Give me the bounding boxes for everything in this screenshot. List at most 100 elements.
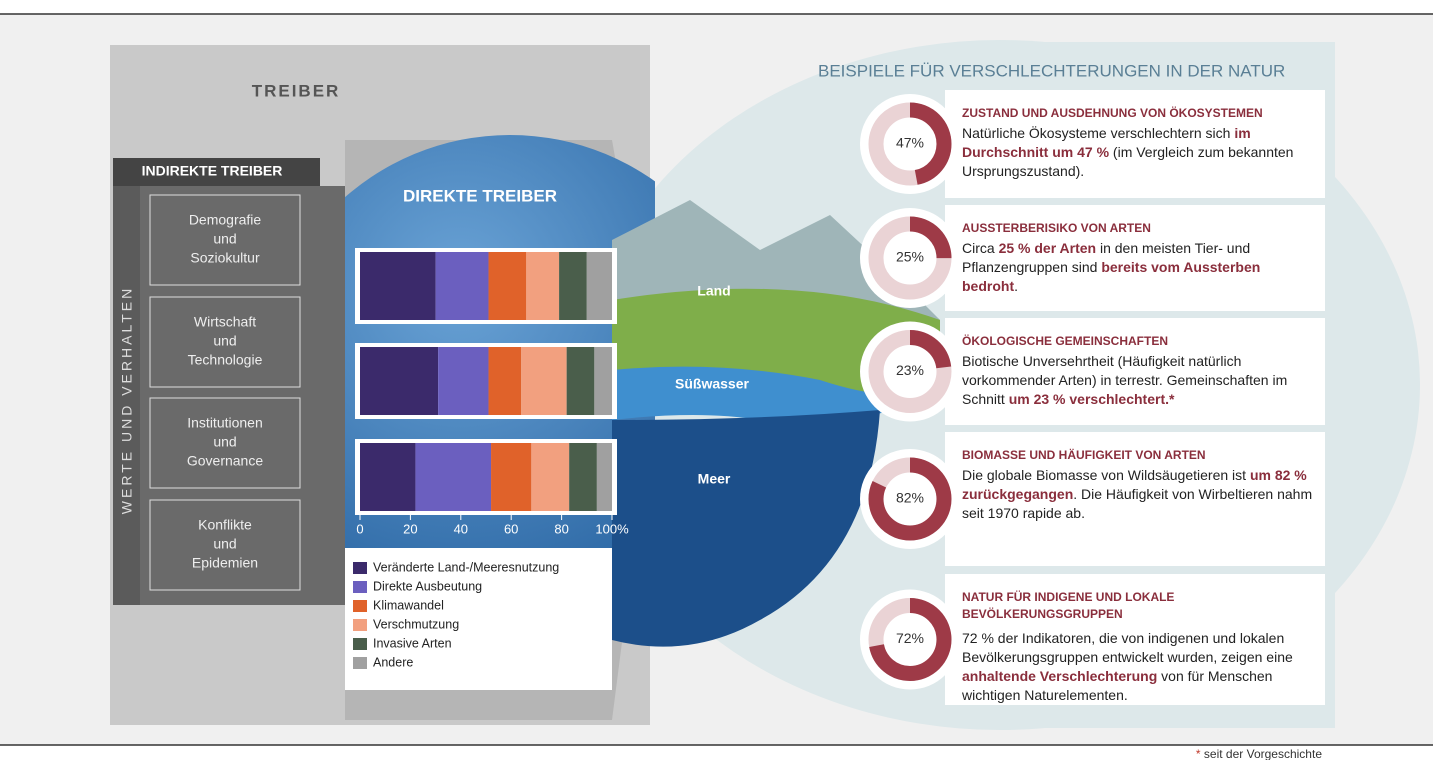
driver-box [149,397,301,489]
bar-segment [566,347,595,415]
bar-segment [488,347,522,415]
footnote-marker: * [1196,747,1201,760]
bar-segment [586,252,612,320]
legend-label: Klimawandel [373,598,444,612]
card-text-strong: um 82 % zurückgegangen [962,467,1307,502]
donut-label: 47% [896,135,924,151]
driver-label: Epidemien [192,555,258,571]
x-tick-label: 100% [595,521,629,536]
card-body: Biotische Unversehrtheit (Häufigkeit nat… [962,352,1314,409]
donut-label: 25% [896,249,924,265]
card-title: AUSSTERBERISIKO VON ARTEN [962,221,1151,235]
category-label: Süßwasser [675,376,749,392]
driver-label: und [213,434,236,450]
bar-segment [435,252,489,320]
driver-label: und [213,536,236,552]
bar-segment [594,347,612,415]
driver-label: und [213,333,236,349]
donut-arc [868,330,952,413]
category-label: Land [697,283,730,299]
legend-label: Invasive Arten [373,636,452,650]
legend-swatch [353,600,367,612]
card-title: ZUSTAND UND AUSDEHNUNG VON ÖKOSYSTEMEN [962,106,1263,120]
card-text: 72 % der Indikatoren, die von indigenen … [962,630,1293,665]
card-title: NATUR FÜR INDIGENE UND LOKALE BEVÖLKERUN… [962,590,1175,621]
bar-segment [569,443,597,511]
x-tick-label: 80 [554,521,568,536]
bar-segment [491,443,532,511]
x-tick-label: 20 [403,521,417,536]
bar-segment [415,443,492,511]
bar-segment [360,347,439,415]
driver-label: Technologie [188,352,263,368]
card-text-strong: anhaltende Verschlechterung [962,668,1158,684]
donut-label: 82% [896,490,924,506]
driver-label: und [213,231,236,247]
card [945,574,1325,705]
category-label: Meer [698,471,731,487]
legend-label: Direkte Ausbeutung [373,579,482,593]
card-text: in den meisten Tier- und Pflanzengruppen… [962,240,1251,275]
footnote-text: seit der Vorgeschichte [1204,747,1322,760]
card-text-strong: um 23 % verschlechtert.* [1008,391,1175,407]
legend-swatch [353,562,367,574]
card [945,432,1325,566]
driver-box [149,499,301,591]
legend-box [345,548,612,690]
river [612,366,930,423]
card-text: (im Vergleich zum bekannten Ursprungszus… [962,144,1294,179]
legend-swatch [353,657,367,669]
driver-label: Konflikte [198,517,252,533]
bar-segment [531,443,570,511]
bar-segment [360,252,436,320]
card-text: . [1014,278,1018,294]
card-body: Die globale Biomasse von Wildsäugetieren… [962,466,1314,523]
card-title: ÖKOLOGISCHE GEMEINSCHAFTEN [962,334,1169,348]
driver-box [149,296,301,388]
indirect-inner [140,186,345,605]
donut-arc [868,457,952,541]
card-body: Circa 25 % der Arten in den meisten Tier… [962,239,1314,296]
direct-title: DIREKTE TREIBER [403,186,557,205]
bar-segment [488,252,527,320]
x-tick-label: 0 [356,521,363,536]
donut-arc [868,598,952,681]
card [945,318,1325,425]
driver-label: Wirtschaft [194,314,256,330]
driver-label: Governance [187,453,263,469]
card-text: Circa [962,240,999,256]
sea [612,410,880,647]
driver-label: Soziokultur [190,250,260,266]
donut-arc [868,102,952,186]
driver-label: Institutionen [187,415,263,431]
driver-label: Demografie [189,212,262,228]
card-body: 72 % der Indikatoren, die von indigenen … [962,629,1314,705]
x-tick-label: 40 [454,521,468,536]
legend-label: Verschmutzung [373,617,459,631]
bar-segment [360,443,416,511]
examples-title: BEISPIELE FÜR VERSCHLECHTERUNGEN IN DER … [818,61,1285,80]
mountains [612,200,940,320]
card-text: von für Menschen wichtigen Naturelemente… [962,668,1273,703]
bar-segment [521,347,567,415]
card-text-strong: im Durchschnitt um 47 % [962,125,1251,160]
bar-segment [596,443,612,511]
card-body: Natürliche Ökosysteme verschlechtern sic… [962,124,1314,181]
card-text-strong: 25 % der Arten [998,240,1097,256]
card-text-strong: bereits vom Aussterben bedroht [962,259,1261,294]
bar-segment [559,252,587,320]
card-text: Die globale Biomasse von Wildsäugetieren… [962,467,1250,483]
card [945,90,1325,198]
footnote: * seit der Vorgeschichte [1196,747,1322,760]
indirect-header [113,158,320,186]
bar-segment [438,347,489,415]
indirect-title: INDIREKTE TREIBER [142,163,283,179]
x-tick-label: 60 [504,521,518,536]
side-label: WERTE UND VERHALTEN [119,286,135,514]
card-title: BIOMASSE UND HÄUFIGKEIT VON ARTEN [962,448,1206,462]
card-text: Biotische Unversehrtheit (Häufigkeit nat… [962,353,1288,407]
bar-segment [526,252,560,320]
legend-label: Andere [373,655,413,669]
